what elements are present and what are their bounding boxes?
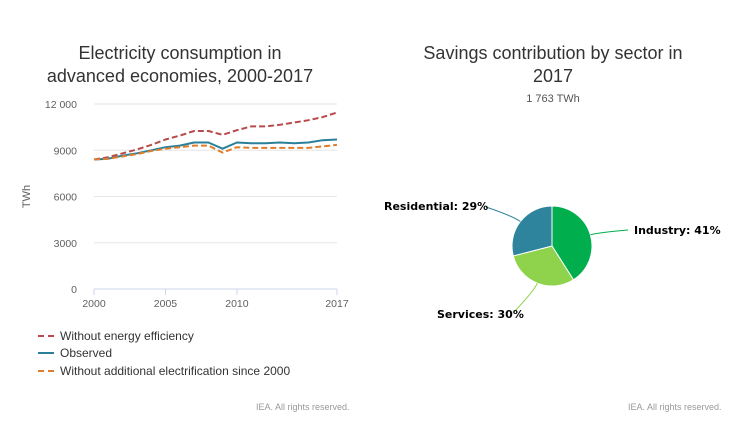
x-tick-label: 2000 (82, 298, 106, 310)
pie-slice-label-0: Industry: 41% (634, 224, 721, 237)
line-chart-axes: 0 3000 6000 9000 12 000 2000 2005 2010 2017 (45, 99, 349, 310)
line-chart-legend: Without energy efficiency Observed Without… (38, 327, 290, 380)
pie-slice-label-2: Residential: 29% (384, 200, 488, 213)
legend-label: Observed (60, 346, 113, 361)
pie-slice-label-1: Services: 30% (437, 308, 524, 321)
pie-labels: Industry: 41% Services: 30% Residential: 2… (384, 200, 721, 321)
pie-chart-title: Savings contribution by sector in 2017 (392, 42, 714, 88)
legend-item-1[interactable]: Observed (38, 345, 290, 363)
credit-left: IEA. All rights reserved. (256, 402, 350, 412)
legend-item-0[interactable]: Without energy efficiency (38, 327, 290, 345)
y-tick-label: 3000 (54, 238, 78, 250)
series-line-0[interactable] (93, 111, 338, 161)
y-axis-title: TWh (21, 185, 33, 208)
line-chart-title: Electricity consumption in advanced econ… (20, 42, 340, 88)
pie-slice-1[interactable] (512, 245, 575, 287)
line-chart-title-line-1: Electricity consumption in (78, 43, 282, 63)
line-chart-title-line-2: advanced economies, 2000-2017 (46, 66, 314, 86)
x-tick-label: 2005 (154, 298, 178, 310)
legend-label: Without energy efficiency (60, 328, 194, 343)
legend-label: Without additional electrification since… (60, 363, 291, 378)
pie-chart-subtitle: 1 763 TWh (526, 93, 580, 105)
legend-swatch (38, 369, 54, 372)
pie-connector-0 (590, 229, 629, 236)
series-line-2[interactable] (93, 143, 338, 161)
y-tick-label: 6000 (54, 192, 78, 204)
x-tick-label: 2017 (325, 298, 349, 310)
pie-connector-1 (513, 282, 538, 313)
pie-chart-title-line-2: 2017 (532, 66, 574, 86)
credit-right: IEA. All rights reserved. (628, 402, 722, 412)
pie-chart-title-line-1: Savings contribution by sector in (423, 43, 683, 63)
y-tick-label: 9000 (54, 145, 78, 157)
x-tick-label: 2010 (225, 298, 249, 310)
y-tick-label: 12 000 (45, 99, 77, 111)
legend-swatch (38, 334, 54, 337)
y-tick-label: 0 (71, 284, 77, 296)
pie-slices (511, 205, 593, 287)
line-chart-series (93, 111, 338, 161)
legend-item-2[interactable]: Without additional electrification since… (38, 362, 290, 380)
pie-connector-2 (485, 206, 521, 222)
legend-swatch (38, 352, 54, 355)
